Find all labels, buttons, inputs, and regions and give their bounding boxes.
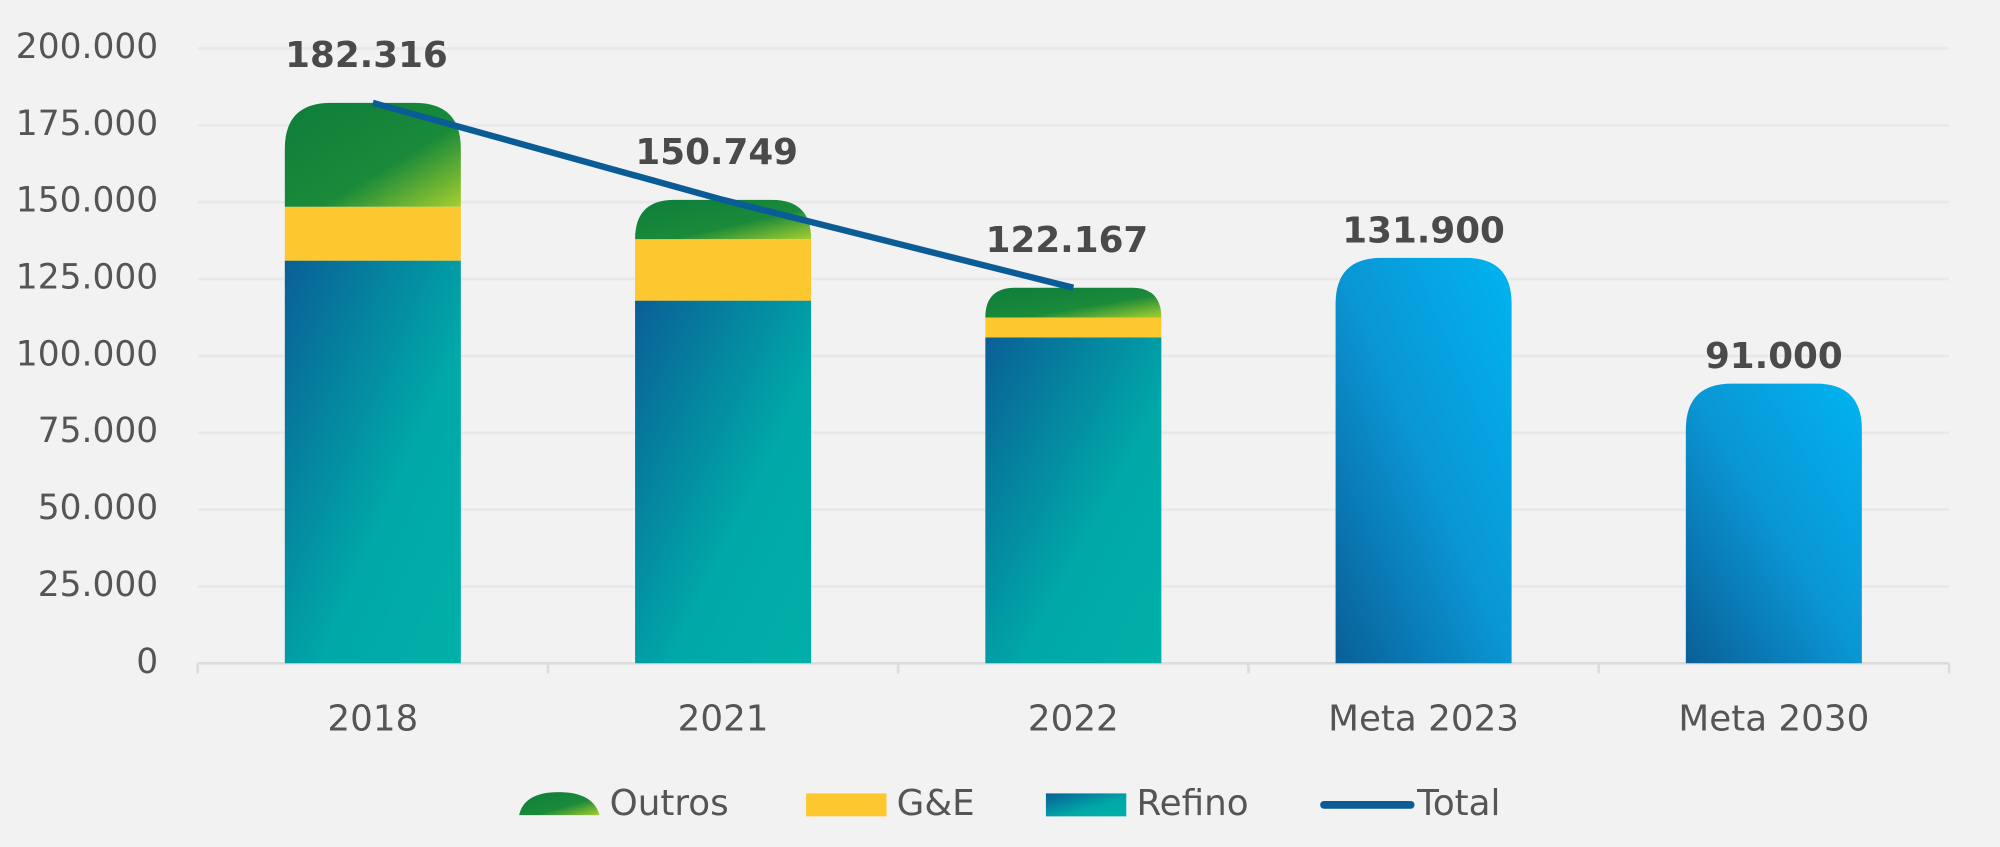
bar-segment — [635, 239, 812, 301]
x-tick-label: 2022 — [1028, 699, 1119, 740]
y-tick-label: 0 — [136, 642, 158, 682]
x-tick-label: 2018 — [327, 699, 418, 740]
bar-segment — [284, 260, 461, 664]
y-tick-label: 175.000 — [16, 104, 158, 144]
bar-segment — [635, 300, 812, 664]
bar-segment — [985, 317, 1162, 338]
data-label: 91.000 — [1705, 336, 1843, 377]
x-tick-label: Meta 2023 — [1328, 699, 1519, 740]
legend-label: Refino — [1136, 783, 1248, 824]
legend-swatch — [806, 793, 887, 817]
data-label: 122.167 — [986, 220, 1149, 261]
y-tick-label: 75.000 — [38, 411, 158, 451]
bar-segment — [1685, 383, 1862, 664]
legend-label: Total — [1416, 783, 1500, 824]
bar-segment — [635, 199, 812, 240]
data-label: 150.749 — [635, 132, 798, 173]
y-tick-label: 125.000 — [16, 258, 158, 298]
bar-segment — [985, 337, 1162, 664]
y-tick-label: 200.000 — [16, 27, 158, 67]
bar-segment — [1335, 257, 1512, 664]
y-tick-label: 25.000 — [38, 565, 158, 605]
bar-segment — [284, 102, 461, 207]
legend-swatch — [519, 792, 600, 816]
y-tick-label: 50.000 — [38, 488, 158, 528]
data-label: 182.316 — [285, 35, 448, 76]
x-tick-label: 2021 — [678, 699, 769, 740]
y-tick-label: 100.000 — [16, 334, 158, 374]
total-line — [371, 99, 1075, 291]
y-tick-label: 150.000 — [16, 181, 158, 221]
legend-label: G&E — [897, 783, 975, 824]
bar-segment — [985, 287, 1162, 318]
data-label: 131.900 — [1342, 210, 1505, 251]
legend-label: Outros — [610, 783, 729, 824]
legend-swatch — [1045, 793, 1127, 817]
bar-segment — [284, 206, 461, 261]
x-tick-label: Meta 2030 — [1678, 699, 1869, 740]
